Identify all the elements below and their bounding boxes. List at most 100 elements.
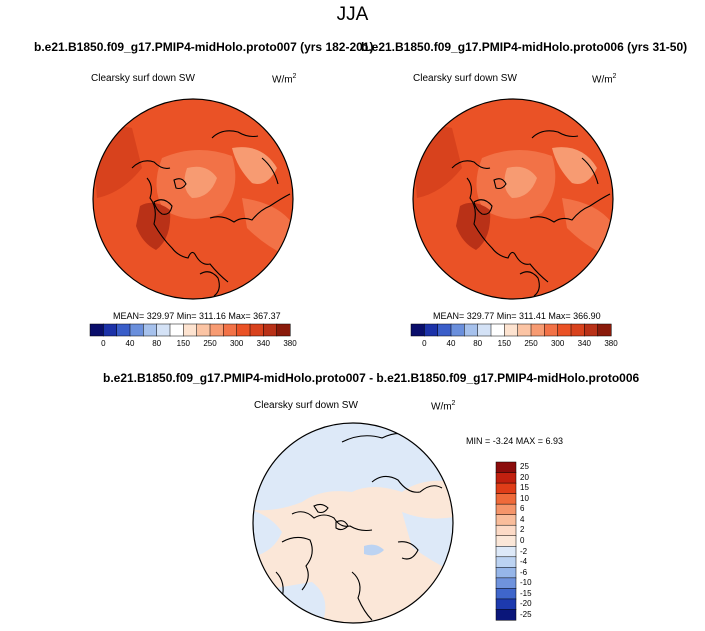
colorbar-2-cell	[530, 323, 545, 337]
panel-1-variable: Clearsky surf down SW	[91, 73, 195, 84]
colorbar-2-ticks-label: 150	[497, 339, 512, 348]
colorbar-3-cell	[495, 577, 517, 589]
colorbar-2-cell	[584, 323, 599, 337]
map-3-coastlines	[275, 432, 443, 621]
colorbar-1-cell	[143, 323, 158, 337]
colorbar-3-ticks-label: -10	[520, 578, 532, 588]
colorbar-3-cell	[495, 588, 517, 600]
colorbar-2-ticks-label: 80	[473, 339, 483, 348]
colorbar-3-cell	[495, 556, 517, 568]
colorbar-1-cell	[169, 323, 184, 337]
colorbar-2-cell	[544, 323, 559, 337]
map-3-region-neg-south	[253, 582, 326, 623]
colorbar-2-ticks: 0 40 80 150 250 300 340 380	[411, 339, 618, 350]
colorbar-3-cell	[495, 524, 517, 537]
colorbar-2-ticks-label: 0	[422, 339, 427, 348]
colorbar-2-ticks-label: 380	[604, 339, 618, 348]
colorbar-1-ticks-label: 0	[101, 339, 106, 348]
colorbar-1	[89, 323, 291, 337]
colorbar-3-cell	[495, 461, 517, 474]
map-1-coastlines	[131, 130, 291, 297]
map-3-frame	[252, 422, 454, 624]
colorbar-2-cell	[490, 323, 505, 337]
map-1-frame	[92, 98, 294, 300]
colorbar-3-cell	[495, 482, 517, 495]
colorbar-3-cell	[495, 609, 517, 621]
colorbar-1-cell	[236, 323, 251, 337]
map-2-region-arctic-low	[504, 166, 537, 198]
colorbar-2-cell	[597, 323, 612, 337]
map-2-coastlines	[451, 130, 611, 297]
colorbar-3-ticks-label: -15	[520, 588, 532, 598]
colorbar-2	[410, 323, 612, 337]
colorbar-3-cell	[495, 514, 517, 526]
map-2-region-siberia	[562, 198, 612, 258]
colorbar-2-cell	[517, 323, 532, 337]
colorbar-2-cell	[464, 323, 479, 337]
colorbar-1-cell	[129, 323, 144, 337]
map-3-region-neg-north	[253, 423, 453, 511]
colorbar-1-cell	[209, 323, 224, 337]
colorbar-3-cell	[495, 503, 517, 516]
colorbar-3-ticks-label: 6	[520, 504, 525, 514]
panel-1-stats: MEAN= 329.97 Min= 311.16 Max= 367.37	[113, 311, 281, 321]
colorbar-3-cell	[495, 546, 517, 558]
colorbar-1-cell	[156, 323, 171, 337]
map-1-region-arctic-low	[184, 166, 217, 198]
map-1-region-siberia	[242, 198, 292, 258]
colorbar-3-ticks-label: 0	[520, 536, 525, 545]
colorbar-3-ticks-label: -20	[520, 599, 532, 609]
colorbar-3-ticks-label: -4	[520, 557, 528, 567]
colorbar-3-ticks-label: 4	[520, 514, 525, 524]
panel-3-stats: MIN = -3.24 MAX = 6.93	[466, 436, 564, 446]
colorbar-2-cell	[504, 323, 519, 337]
map-1-region-northeast	[232, 147, 277, 184]
colorbar-1-cell	[103, 323, 118, 337]
map-3-region-neg-spot	[364, 544, 384, 556]
colorbar-3-cell	[495, 567, 517, 579]
colorbar-3-cell	[495, 598, 517, 611]
panel-3-title: b.e21.B1850.f09_g17.PMIP4-midHolo.proto0…	[103, 371, 640, 385]
map-2	[412, 98, 614, 300]
colorbar-1-ticks: 0 40 80 150 250 300 340 380	[90, 339, 297, 350]
map-2-frame	[412, 98, 614, 300]
colorbar-1-ticks-label: 380	[283, 339, 297, 348]
map-3-region-neg-west	[253, 510, 282, 557]
colorbar-2-cell	[437, 323, 452, 337]
panel-1-title: b.e21.B1850.f09_g17.PMIP4-midHolo.proto0…	[34, 40, 374, 54]
colorbar-3-ticks-label: 15	[520, 483, 529, 493]
colorbar-1-cell	[276, 323, 291, 337]
colorbar-3-cell	[495, 493, 517, 505]
colorbar-1-cell	[183, 323, 198, 337]
panel-2-title: b.e21.B1850.f09_g17.PMIP4-midHolo.proto0…	[361, 40, 688, 54]
colorbar-1-cell	[196, 323, 211, 337]
colorbar-2-cell	[570, 323, 585, 337]
colorbar-3-ticks-label: 25	[520, 462, 529, 472]
colorbar-3-ticks-label: 20	[520, 472, 529, 482]
colorbar-3-ticks: 25 20 15 10 6 4 2 0 -2 -4 -6 -10 -15 -20 -25	[520, 462, 550, 620]
map-3	[252, 422, 454, 624]
colorbar-2-cell	[424, 323, 439, 337]
colorbar-2-ticks-label: 40	[446, 339, 456, 348]
map-2-region-northeast	[552, 147, 597, 184]
panel-3-units: W/m2	[431, 400, 456, 413]
map-2-region-greenland	[456, 202, 491, 250]
colorbar-1-ticks-label: 300	[229, 339, 244, 348]
colorbar-3-ticks-label: -25	[520, 609, 532, 619]
map-1	[92, 98, 294, 300]
colorbar-1-ticks-label: 150	[176, 339, 191, 348]
colorbar-3-cell	[495, 472, 517, 484]
colorbar-1-cell	[249, 323, 264, 337]
map-3-region-neg-east	[402, 512, 453, 572]
map-1-region-greenland	[136, 202, 171, 250]
colorbar-1-cell	[116, 323, 131, 337]
colorbar-2-cell	[450, 323, 465, 337]
panel-2-variable: Clearsky surf down SW	[413, 73, 517, 84]
colorbar-1-ticks-label: 40	[125, 339, 135, 348]
panel-1-units: W/m2	[272, 73, 297, 86]
colorbar-3-ticks-label: 2	[520, 525, 525, 535]
panel-2-units: W/m2	[592, 73, 617, 86]
colorbar-3-cell	[495, 535, 517, 547]
colorbar-3	[495, 461, 517, 621]
colorbar-1-cell	[89, 323, 104, 337]
